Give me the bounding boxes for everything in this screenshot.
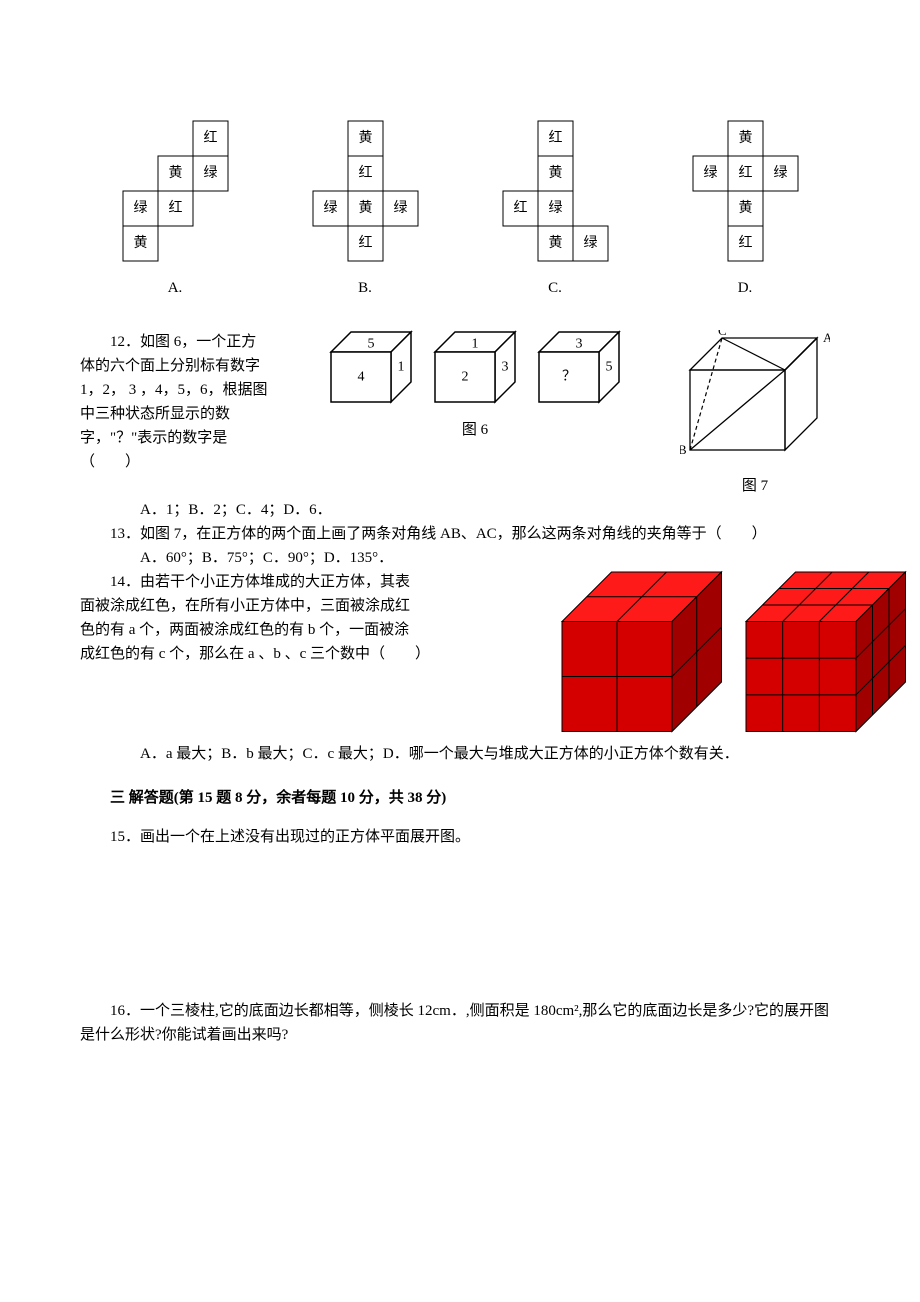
small-cube: 5 4 1 bbox=[329, 330, 413, 412]
red-cube-3 bbox=[744, 570, 908, 734]
svg-text:黄: 黄 bbox=[358, 199, 372, 216]
svg-text:绿: 绿 bbox=[393, 200, 407, 216]
red-cube bbox=[560, 570, 724, 742]
q14-options: A．a 最大；B．b 最大；C．c 最大；D．哪一个最大与堆成大正方体的小正方体… bbox=[80, 742, 840, 766]
q12-text: 12．如图 6，一个正方体的六个面上分别标有数字 1，2， 3 ，4，5，6，根… bbox=[80, 330, 270, 474]
cubes-row: 5 4 1 1 2 3 3 ？ 5 bbox=[329, 330, 621, 412]
q13-options: A．60°；B．75°；C．90°；D．135°． bbox=[80, 546, 840, 570]
cube-svg: 5 4 1 bbox=[329, 330, 413, 404]
q14-figures bbox=[550, 570, 840, 742]
red-cube-2 bbox=[560, 570, 724, 734]
q13-text: 13．如图 7，在正方体的两个面上画了两条对角线 AB、AC，那么这两条对角线的… bbox=[80, 522, 840, 546]
q16-text: 16．一个三棱柱,它的底面边长都相等，侧棱长 12cm．,侧面积是 180cm²… bbox=[80, 999, 840, 1047]
net-option-d: 黄绿红绿黄红D. bbox=[692, 120, 799, 300]
net-svg: 红黄绿绿红黄 bbox=[122, 120, 229, 262]
svg-text:黄: 黄 bbox=[168, 164, 182, 181]
svg-text:绿: 绿 bbox=[203, 165, 217, 181]
svg-text:黄: 黄 bbox=[548, 164, 562, 181]
q15-text: 15．画出一个在上述没有出现过的正方体平面展开图。 bbox=[80, 825, 840, 849]
svg-text:红: 红 bbox=[203, 130, 217, 146]
q14-line3: 色的有 a 个，两面被涂成红色的有 b 个，一面被涂 bbox=[80, 618, 550, 642]
small-cube: 1 2 3 bbox=[433, 330, 517, 412]
figure-7-svg: A B C bbox=[680, 330, 830, 468]
red-cube bbox=[744, 570, 908, 742]
section-3-header: 三 解答题(第 15 题 8 分，余者每题 10 分，共 38 分) bbox=[80, 786, 840, 810]
q12-figure-7: A B C 图 7 bbox=[670, 330, 840, 498]
svg-text:绿: 绿 bbox=[703, 165, 717, 181]
svg-text:红: 红 bbox=[168, 200, 182, 216]
figure-6-caption: 图 6 bbox=[462, 418, 488, 442]
svg-text:5: 5 bbox=[368, 337, 375, 352]
q14-line1: 14．由若干个小正方体堆成的大正方体，其表 bbox=[80, 570, 550, 594]
net-svg: 红黄红绿黄绿 bbox=[502, 120, 609, 262]
svg-text:红: 红 bbox=[358, 165, 372, 181]
question-14: 14．由若干个小正方体堆成的大正方体，其表 面被涂成红色，在所有小正方体中，三面… bbox=[80, 570, 840, 742]
svg-text:2: 2 bbox=[462, 370, 469, 385]
figure-7-caption: 图 7 bbox=[742, 474, 768, 498]
svg-text:3: 3 bbox=[576, 337, 583, 352]
svg-text:绿: 绿 bbox=[548, 200, 562, 216]
svg-text:黄: 黄 bbox=[358, 129, 372, 146]
svg-text:红: 红 bbox=[738, 235, 752, 251]
net-svg: 黄绿红绿黄红 bbox=[692, 120, 799, 262]
svg-text:红: 红 bbox=[548, 130, 562, 146]
svg-text:黄: 黄 bbox=[548, 234, 562, 251]
svg-text:绿: 绿 bbox=[323, 200, 337, 216]
q12-text-col: 12．如图 6，一个正方体的六个面上分别标有数字 1，2， 3 ，4，5，6，根… bbox=[80, 330, 270, 474]
q14-text-col: 14．由若干个小正方体堆成的大正方体，其表 面被涂成红色，在所有小正方体中，三面… bbox=[80, 570, 550, 666]
svg-text:C: C bbox=[718, 330, 727, 338]
svg-text:黄: 黄 bbox=[133, 234, 147, 251]
net-option-c: 红黄红绿黄绿C. bbox=[502, 120, 609, 300]
svg-text:黄: 黄 bbox=[738, 199, 752, 216]
q14-line4: 成红色的有 c 个，那么在 a 、b 、c 三个数中（ ） bbox=[80, 642, 550, 666]
svg-text:绿: 绿 bbox=[773, 165, 787, 181]
net-label: D. bbox=[738, 276, 753, 300]
net-label: B. bbox=[358, 276, 372, 300]
net-label: A. bbox=[168, 276, 183, 300]
net-option-a: 红黄绿绿红黄A. bbox=[122, 120, 229, 300]
svg-text:1: 1 bbox=[398, 360, 405, 375]
small-cube: 3 ？ 5 bbox=[537, 330, 621, 412]
svg-text:红: 红 bbox=[513, 200, 527, 216]
cube-svg: 3 ？ 5 bbox=[537, 330, 621, 404]
net-option-b: 黄红绿黄绿红B. bbox=[312, 120, 419, 300]
net-svg: 黄红绿黄绿红 bbox=[312, 120, 419, 262]
svg-text:绿: 绿 bbox=[583, 235, 597, 251]
svg-text:？: ？ bbox=[562, 370, 576, 385]
svg-text:绿: 绿 bbox=[133, 200, 147, 216]
svg-text:3: 3 bbox=[502, 360, 509, 375]
net-label: C. bbox=[548, 276, 562, 300]
q12-options: A．1；B．2；C．4；D．6． bbox=[80, 498, 840, 522]
q12-figure-6: 5 4 1 1 2 3 3 ？ 5 图 6 bbox=[270, 330, 670, 442]
svg-text:4: 4 bbox=[358, 370, 365, 385]
svg-text:黄: 黄 bbox=[738, 129, 752, 146]
svg-text:红: 红 bbox=[358, 235, 372, 251]
svg-text:1: 1 bbox=[472, 337, 479, 352]
svg-text:B: B bbox=[680, 442, 687, 457]
question-12: 12．如图 6，一个正方体的六个面上分别标有数字 1，2， 3 ，4，5，6，根… bbox=[80, 330, 840, 498]
svg-text:A: A bbox=[823, 330, 830, 345]
nets-row: 红黄绿绿红黄A.黄红绿黄绿红B.红黄红绿黄绿C.黄绿红绿黄红D. bbox=[80, 120, 840, 300]
svg-text:5: 5 bbox=[606, 360, 613, 375]
q15-blank-space bbox=[80, 849, 840, 999]
cube-svg: 1 2 3 bbox=[433, 330, 517, 404]
svg-text:红: 红 bbox=[738, 165, 752, 181]
q14-line2: 面被涂成红色，在所有小正方体中，三面被涂成红 bbox=[80, 594, 550, 618]
